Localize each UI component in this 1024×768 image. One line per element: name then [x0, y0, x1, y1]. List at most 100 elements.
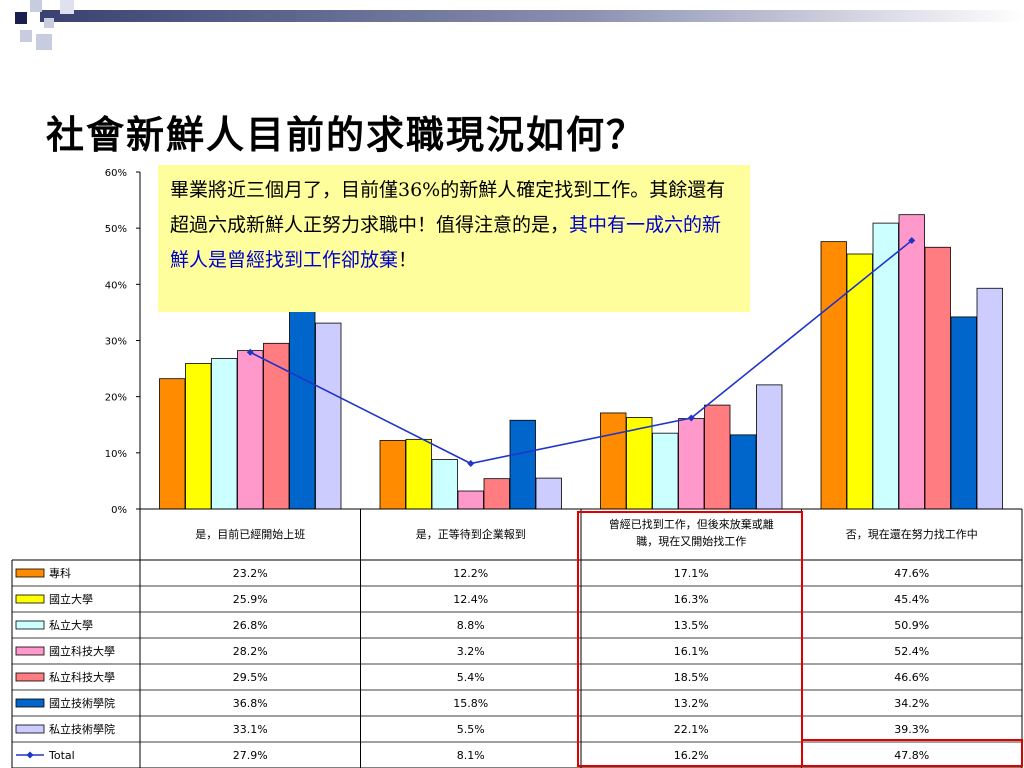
bar	[872, 222, 899, 510]
highlight-box	[801, 739, 1023, 767]
bar	[185, 363, 212, 510]
y-tick-label: 20%	[105, 393, 127, 404]
table-cell: 47.6%	[894, 567, 929, 580]
bar	[289, 301, 316, 510]
table-cell: 28.2%	[233, 645, 268, 658]
note-end-text: ！	[398, 249, 418, 271]
table-cell: 22.1%	[674, 723, 709, 736]
bar	[846, 253, 873, 510]
bar	[820, 241, 847, 510]
bar	[704, 404, 731, 510]
legend-label: 私立科技大學	[49, 670, 115, 684]
bar	[431, 459, 458, 510]
table-cell: 27.9%	[233, 749, 268, 762]
bar	[535, 477, 562, 510]
table-cell: 16.2%	[674, 749, 709, 762]
category-label: 是，目前已經開始上班	[195, 527, 305, 541]
legend-label: 私立大學	[49, 618, 93, 632]
y-tick-label: 0%	[111, 505, 127, 516]
y-tick-label: 10%	[105, 449, 127, 460]
table-cell: 46.6%	[894, 671, 929, 684]
legend-swatch	[15, 646, 45, 656]
table-cell: 13.2%	[674, 697, 709, 710]
table-cell: 8.8%	[457, 619, 485, 632]
category-label: 職，現在又開始找工作	[636, 534, 746, 548]
total-point	[908, 237, 916, 245]
category-label: 否，現在還在努力找工作中	[846, 527, 978, 541]
note-highlight-text: 其中有一成六的新鮮人是曾經找到工作卻放棄	[170, 214, 722, 271]
bar	[211, 358, 238, 510]
legend-label: 私立技術學院	[49, 722, 115, 736]
total-line	[249, 239, 913, 465]
legend-swatch	[15, 698, 45, 708]
table-cell: 23.2%	[233, 567, 268, 580]
table-cell: 16.1%	[674, 645, 709, 658]
table-cell: 12.2%	[453, 567, 488, 580]
bar	[924, 246, 951, 510]
table-cell: 5.4%	[457, 671, 485, 684]
legend-label: 國立大學	[49, 592, 93, 606]
table-cell: 52.4%	[894, 645, 929, 658]
bar	[315, 322, 342, 510]
legend-swatch	[15, 594, 45, 604]
bar	[626, 417, 653, 510]
bar	[730, 434, 757, 510]
category-label: 是，正等待到企業報到	[416, 527, 526, 541]
page-title: 社會新鮮人目前的求職現況如何？	[46, 112, 647, 157]
highlight-box	[577, 511, 803, 767]
table-cell: 18.5%	[674, 671, 709, 684]
legend-label: Total	[48, 749, 75, 762]
y-tick-label: 60%	[105, 168, 127, 179]
total-point	[246, 348, 254, 356]
table-cell: 5.5%	[457, 723, 485, 736]
table-cell: 26.8%	[233, 619, 268, 632]
table-cell: 17.1%	[674, 567, 709, 580]
legend-swatch	[15, 620, 45, 630]
table-cell: 36.8%	[233, 697, 268, 710]
table-cell: 50.9%	[894, 619, 929, 632]
bar	[600, 412, 627, 510]
legend-swatch	[15, 672, 45, 682]
total-point	[467, 460, 475, 468]
legend-label: 國立技術學院	[49, 696, 115, 710]
table-cell: 33.1%	[233, 723, 268, 736]
callout-note: 畢業將近三個月了，目前僅36%的新鮮人確定找到工作。其餘還有超過六成新鮮人正努力…	[158, 165, 750, 312]
table-cell: 39.3%	[894, 723, 929, 736]
bar	[898, 214, 925, 510]
legend-marker	[26, 751, 34, 759]
table-cell: 25.9%	[233, 593, 268, 606]
bar	[950, 316, 977, 510]
y-tick-label: 50%	[105, 224, 127, 235]
bar	[756, 384, 783, 510]
table-cell: 3.2%	[457, 645, 485, 658]
bar	[483, 478, 510, 510]
table-cell: 47.8%	[894, 749, 929, 762]
table-cell: 15.8%	[453, 697, 488, 710]
table-cell: 12.4%	[453, 593, 488, 606]
table-cell: 45.4%	[894, 593, 929, 606]
legend-label: 國立科技大學	[49, 644, 115, 658]
category-label: 曾經已找到工作，但後來放棄或離	[609, 517, 774, 531]
bar	[652, 432, 679, 510]
y-tick-label: 40%	[105, 280, 127, 291]
total-point	[687, 414, 695, 422]
table-cell: 16.3%	[674, 593, 709, 606]
bar	[237, 350, 264, 510]
bar	[405, 438, 432, 510]
bar	[976, 287, 1003, 510]
table-cell: 29.5%	[233, 671, 268, 684]
slide-decoration	[15, 0, 1024, 50]
bar	[457, 490, 484, 510]
table-cell: 34.2%	[894, 697, 929, 710]
bar	[159, 378, 186, 510]
bar	[379, 440, 406, 510]
table-cell: 8.1%	[457, 749, 485, 762]
bar	[509, 419, 536, 510]
legend-swatch	[15, 724, 45, 734]
note-text: 畢業將近三個月了，目前僅36%的新鮮人確定找到工作。其餘還有超過六成新鮮人正努力…	[170, 179, 726, 236]
bar	[678, 418, 705, 510]
legend-label: 專科	[49, 566, 71, 580]
bar	[263, 342, 290, 510]
y-tick-label: 30%	[105, 337, 127, 348]
